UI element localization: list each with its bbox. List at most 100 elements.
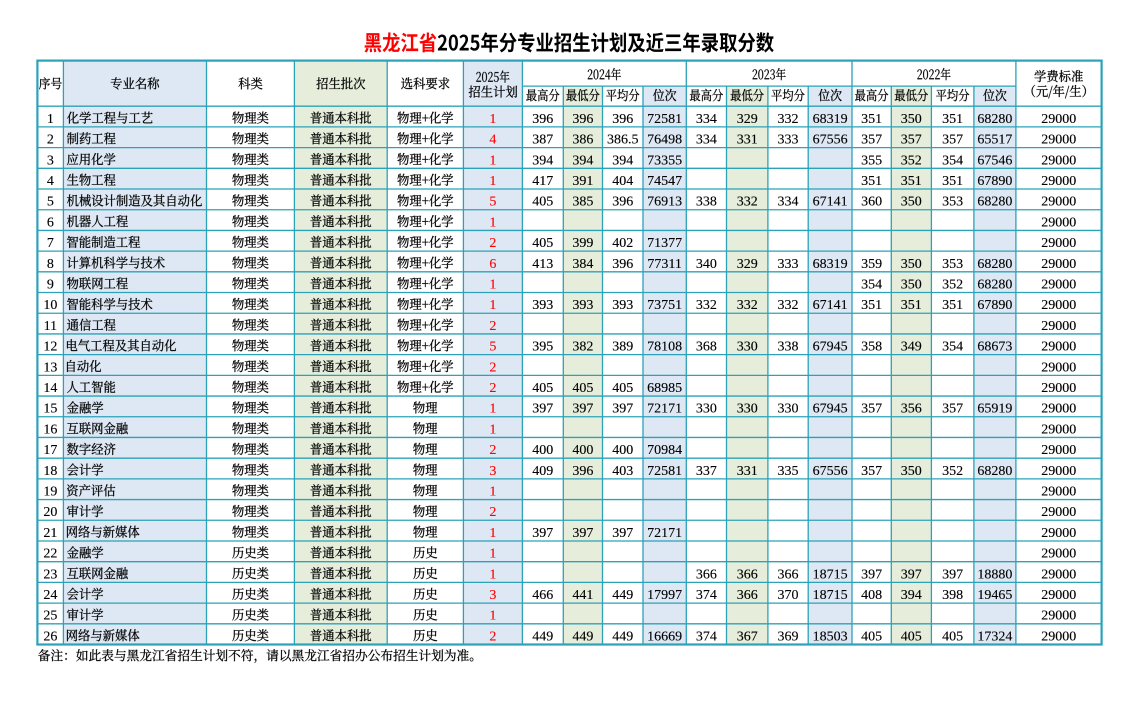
svg-text:396: 396 [612,195,633,210]
svg-text:393: 393 [532,298,553,313]
svg-text:366: 366 [696,567,717,582]
svg-text:4: 4 [489,133,496,148]
svg-text:334: 334 [778,195,799,210]
svg-text:29000: 29000 [1041,381,1076,396]
svg-text:73355: 73355 [647,153,682,168]
svg-text:329: 329 [737,112,758,127]
svg-text:29000: 29000 [1041,464,1076,479]
svg-text:29000: 29000 [1041,567,1076,582]
svg-text:29000: 29000 [1041,443,1076,458]
svg-text:397: 397 [572,526,593,541]
svg-text:405: 405 [612,381,633,396]
svg-text:29000: 29000 [1041,112,1076,127]
svg-text:71377: 71377 [647,236,682,251]
svg-text:405: 405 [572,381,593,396]
svg-text:396: 396 [612,257,633,272]
svg-text:13: 13 [43,360,57,375]
svg-text:29000: 29000 [1041,319,1076,334]
svg-text:393: 393 [612,298,633,313]
svg-text:67546: 67546 [977,153,1012,168]
svg-text:4: 4 [47,174,54,189]
svg-text:332: 332 [778,298,799,313]
svg-text:67890: 67890 [977,298,1012,313]
svg-text:409: 409 [532,464,553,479]
svg-text:340: 340 [696,257,717,272]
svg-text:352: 352 [901,153,922,168]
svg-text:332: 332 [778,112,799,127]
svg-text:394: 394 [572,153,593,168]
svg-text:404: 404 [612,174,633,189]
svg-text:2: 2 [489,319,496,334]
svg-text:357: 357 [942,133,963,148]
svg-text:76913: 76913 [647,195,682,210]
svg-text:8: 8 [47,257,54,272]
svg-text:68280: 68280 [977,257,1012,272]
svg-text:368: 368 [696,340,717,355]
svg-text:386: 386 [572,133,593,148]
svg-text:18715: 18715 [813,588,848,603]
svg-text:12: 12 [43,340,57,355]
svg-text:3: 3 [489,464,496,479]
svg-text:357: 357 [861,402,882,417]
svg-text:398: 398 [942,588,963,603]
svg-text:357: 357 [901,133,922,148]
svg-text:67945: 67945 [813,402,848,417]
svg-text:29000: 29000 [1041,609,1076,624]
svg-text:17: 17 [43,443,57,458]
svg-text:405: 405 [901,629,922,644]
svg-text:400: 400 [612,443,633,458]
svg-text:351: 351 [942,174,963,189]
svg-text:29000: 29000 [1041,257,1076,272]
svg-text:397: 397 [572,402,593,417]
svg-text:76498: 76498 [647,133,682,148]
svg-text:9: 9 [47,278,54,293]
svg-text:466: 466 [532,588,553,603]
svg-text:29000: 29000 [1041,422,1076,437]
svg-text:1: 1 [489,112,496,127]
svg-text:29000: 29000 [1041,174,1076,189]
svg-text:1: 1 [47,112,54,127]
svg-text:1: 1 [489,547,496,562]
svg-text:360: 360 [861,195,882,210]
svg-text:5: 5 [47,195,54,210]
svg-text:355: 355 [861,153,882,168]
svg-text:391: 391 [572,174,593,189]
svg-text:68280: 68280 [977,278,1012,293]
svg-text:15: 15 [43,402,57,417]
svg-text:349: 349 [901,340,922,355]
svg-text:2: 2 [489,236,496,251]
svg-text:16: 16 [43,422,57,437]
svg-text:67556: 67556 [813,464,848,479]
svg-text:67890: 67890 [977,174,1012,189]
svg-text:350: 350 [901,257,922,272]
svg-text:396: 396 [532,112,553,127]
svg-text:65919: 65919 [977,402,1012,417]
svg-text:29000: 29000 [1041,360,1076,375]
svg-text:68319: 68319 [813,257,848,272]
svg-text:29000: 29000 [1041,236,1076,251]
svg-text:2: 2 [489,381,496,396]
svg-text:2: 2 [489,360,496,375]
svg-text:330: 330 [737,340,758,355]
svg-text:16669: 16669 [647,629,682,644]
svg-text:68280: 68280 [977,195,1012,210]
svg-text:68319: 68319 [813,112,848,127]
svg-text:405: 405 [861,629,882,644]
svg-text:29000: 29000 [1041,402,1076,417]
svg-text:72171: 72171 [647,402,682,417]
svg-text:396: 396 [572,464,593,479]
svg-text:350: 350 [901,464,922,479]
svg-text:21: 21 [43,526,57,541]
svg-text:3: 3 [47,153,54,168]
svg-text:329: 329 [737,257,758,272]
svg-text:366: 366 [737,588,758,603]
svg-text:449: 449 [532,629,553,644]
svg-text:29000: 29000 [1041,505,1076,520]
svg-text:408: 408 [861,588,882,603]
svg-text:394: 394 [532,153,553,168]
svg-text:397: 397 [942,567,963,582]
svg-text:396: 396 [612,112,633,127]
svg-text:74547: 74547 [647,174,682,189]
svg-text:351: 351 [901,174,922,189]
svg-text:354: 354 [942,340,963,355]
